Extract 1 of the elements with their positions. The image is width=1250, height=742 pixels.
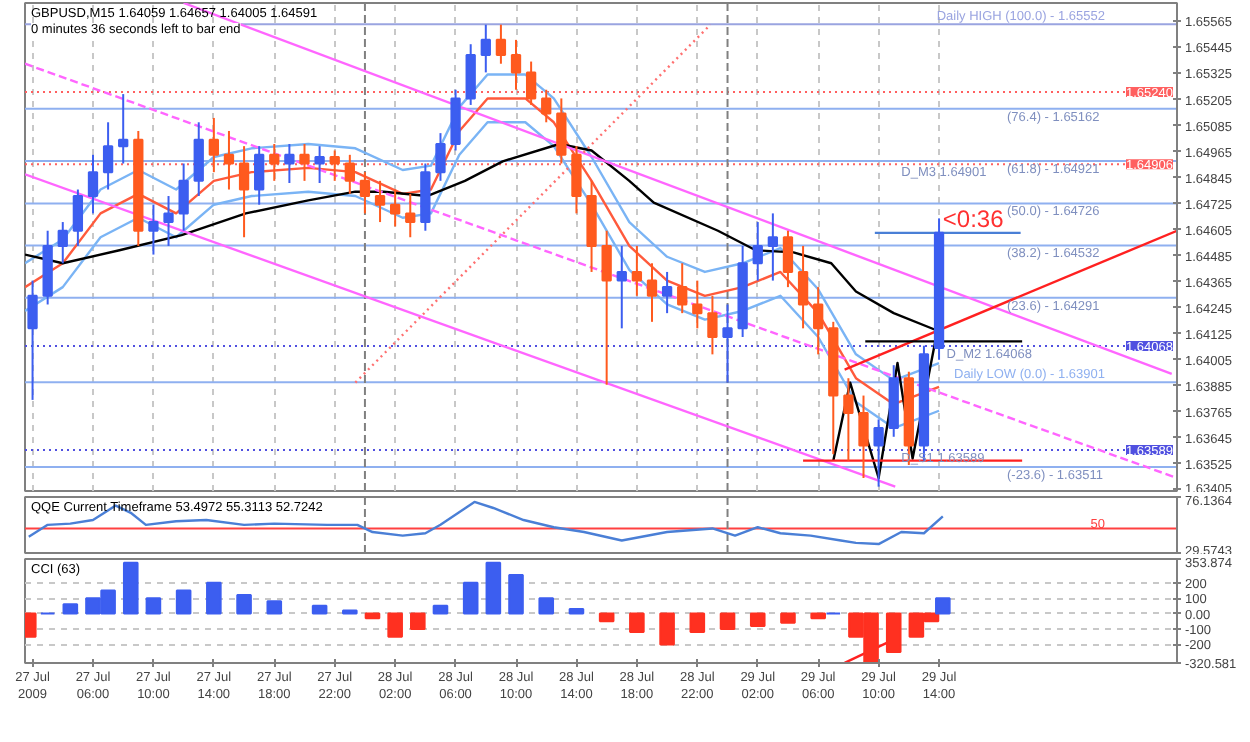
annotation: <0:36 (942, 204, 1005, 233)
